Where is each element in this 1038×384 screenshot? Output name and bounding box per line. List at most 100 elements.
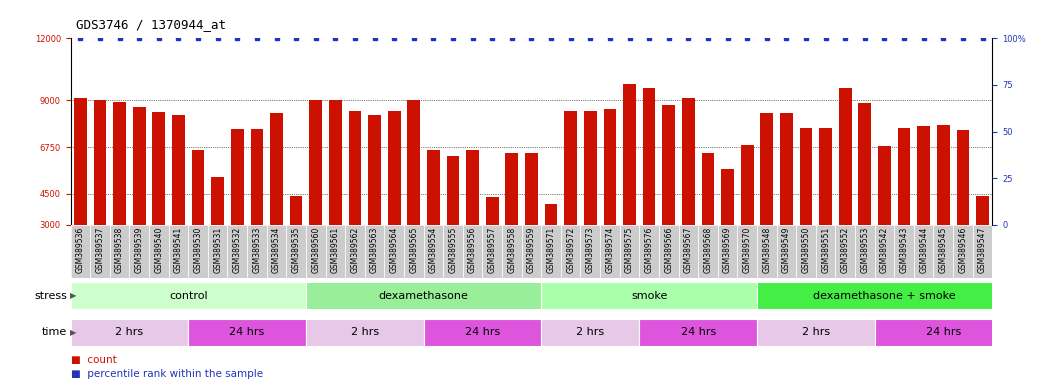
Text: 24 hrs: 24 hrs — [229, 327, 265, 337]
Bar — [702, 153, 714, 287]
Text: GSM389569: GSM389569 — [723, 226, 732, 273]
Bar — [384, 225, 404, 278]
Bar — [466, 150, 479, 287]
Bar — [424, 225, 443, 278]
Text: GSM389558: GSM389558 — [508, 226, 516, 273]
Text: GSM389573: GSM389573 — [585, 226, 595, 273]
Bar — [757, 282, 1012, 309]
Bar — [208, 225, 227, 278]
Text: GSM389534: GSM389534 — [272, 226, 281, 273]
Text: GSM389552: GSM389552 — [841, 226, 850, 273]
Bar — [133, 107, 145, 287]
Text: GSM389563: GSM389563 — [371, 226, 379, 273]
Bar — [168, 225, 188, 278]
Bar — [71, 282, 306, 309]
Bar — [561, 225, 580, 278]
Bar — [953, 225, 973, 278]
Text: time: time — [43, 327, 67, 337]
Bar — [918, 126, 930, 287]
Bar — [898, 128, 910, 287]
Bar — [286, 225, 306, 278]
Bar — [741, 145, 754, 287]
Bar — [346, 225, 364, 278]
Text: GSM389532: GSM389532 — [233, 226, 242, 273]
Bar — [404, 225, 424, 278]
Text: GSM389544: GSM389544 — [920, 226, 928, 273]
Text: control: control — [169, 291, 208, 301]
Bar — [153, 112, 165, 287]
Text: GSM389564: GSM389564 — [389, 226, 399, 273]
Bar — [682, 98, 694, 287]
Bar — [761, 113, 773, 287]
Bar — [933, 225, 953, 278]
Text: 2 hrs: 2 hrs — [801, 327, 830, 337]
Bar — [110, 225, 130, 278]
Text: GSM389556: GSM389556 — [468, 226, 477, 273]
Bar — [250, 129, 264, 287]
Text: GSM389566: GSM389566 — [664, 226, 674, 273]
Text: ■  percentile rank within the sample: ■ percentile rank within the sample — [71, 369, 263, 379]
Bar — [309, 101, 322, 287]
Bar — [819, 128, 832, 287]
Bar — [446, 156, 460, 287]
Bar — [212, 177, 224, 287]
Bar — [875, 319, 1012, 346]
Text: GSM389560: GSM389560 — [311, 226, 321, 273]
Text: GSM389530: GSM389530 — [193, 226, 202, 273]
Bar — [188, 225, 208, 278]
Bar — [443, 225, 463, 278]
Text: GSM389557: GSM389557 — [488, 226, 497, 273]
Text: GSM389537: GSM389537 — [95, 226, 105, 273]
Bar — [270, 113, 283, 287]
Bar — [525, 153, 538, 287]
Bar — [290, 196, 302, 287]
Bar — [368, 115, 381, 287]
Bar — [424, 319, 541, 346]
Text: GSM389571: GSM389571 — [547, 226, 555, 273]
Text: GSM389541: GSM389541 — [174, 226, 183, 273]
Text: GSM389539: GSM389539 — [135, 226, 143, 273]
Text: dexamethasone + smoke: dexamethasone + smoke — [813, 291, 956, 301]
Bar — [875, 225, 895, 278]
Bar — [71, 319, 188, 346]
Text: ▶: ▶ — [70, 328, 76, 337]
Bar — [483, 225, 502, 278]
Bar — [149, 225, 168, 278]
Text: GSM389545: GSM389545 — [938, 226, 948, 273]
Text: 2 hrs: 2 hrs — [351, 327, 379, 337]
Text: GSM389574: GSM389574 — [605, 226, 614, 273]
Bar — [74, 98, 87, 287]
Text: GSM389547: GSM389547 — [978, 226, 987, 273]
Text: GDS3746 / 1370944_at: GDS3746 / 1370944_at — [76, 18, 226, 31]
Bar — [659, 225, 679, 278]
Bar — [329, 101, 342, 287]
Text: GSM389553: GSM389553 — [861, 226, 870, 273]
Bar — [717, 225, 737, 278]
Bar — [541, 282, 757, 309]
Bar — [836, 225, 855, 278]
Text: GSM389536: GSM389536 — [76, 226, 85, 273]
Bar — [839, 88, 851, 287]
Text: GSM389542: GSM389542 — [880, 226, 889, 273]
Bar — [858, 103, 871, 287]
Text: 24 hrs: 24 hrs — [926, 327, 961, 337]
Bar — [522, 225, 541, 278]
Bar — [721, 169, 734, 287]
Bar — [639, 319, 757, 346]
Text: GSM389538: GSM389538 — [115, 226, 125, 273]
Bar — [913, 225, 933, 278]
Bar — [776, 225, 796, 278]
Bar — [565, 111, 577, 287]
Bar — [172, 115, 185, 287]
Text: GSM389575: GSM389575 — [625, 226, 634, 273]
Bar — [247, 225, 267, 278]
Bar — [427, 150, 440, 287]
Text: GSM389549: GSM389549 — [782, 226, 791, 273]
Bar — [364, 225, 384, 278]
Bar — [623, 84, 636, 287]
Bar — [192, 150, 204, 287]
Bar — [388, 111, 401, 287]
Bar — [796, 225, 816, 278]
Bar — [71, 225, 90, 278]
Bar — [90, 225, 110, 278]
